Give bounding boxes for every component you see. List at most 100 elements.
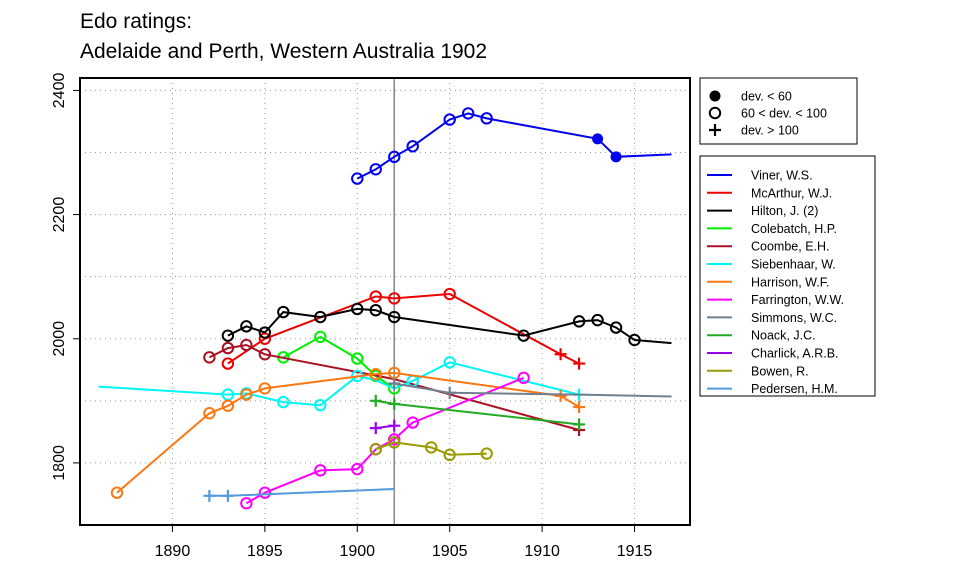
data-point-pedersen-h-m <box>221 489 234 502</box>
y-tick-label: 2000 <box>51 321 68 357</box>
series-hilton-j-2 <box>221 302 672 347</box>
axes: 1890 1895 1900 1905 1910 1915 1800 2000 2200 2400 <box>51 73 652 560</box>
data-point-coombe-e-h <box>221 341 235 355</box>
data-point-harrison-w-f <box>258 382 272 395</box>
series-legend-box <box>699 155 876 397</box>
data-point-farrington-w-w <box>258 486 272 499</box>
series-noack-j-c <box>369 394 586 431</box>
legend-label-charlick-a-r-b: Charlick, A.R.B. <box>751 347 839 361</box>
data-point-harrison-w-f <box>221 399 235 412</box>
data-point-noack-j-c <box>369 394 382 407</box>
data-point-farrington-w-w <box>314 464 327 477</box>
data-point-mcarthur-w-j <box>573 357 586 370</box>
data-point-harrison-w-f <box>203 407 216 420</box>
data-point-bowen-r <box>369 443 382 456</box>
series-line-pedersen-h-m <box>209 488 395 497</box>
series-line-farrington-w-w <box>245 376 524 505</box>
legend-label-farrington-w-w: Farrington, W.W. <box>751 293 844 307</box>
data-point-mcarthur-w-j <box>388 292 401 305</box>
data-point-siebenhaar-w <box>443 356 456 369</box>
chart-title-line-1: Edo ratings: <box>80 10 192 33</box>
series-mcarthur-w-j <box>221 287 586 370</box>
legend-label-harrison-w-f: Harrison, W.F. <box>751 275 830 289</box>
series-viner-w-s <box>351 107 672 185</box>
data-point-bowen-r <box>425 441 438 454</box>
legend-marker-circle <box>708 106 722 120</box>
series-charlick-a-r-b <box>369 419 401 435</box>
data-point-mcarthur-w-j <box>554 348 567 361</box>
legend-label-coombe-e-h: Coombe, E.H. <box>751 240 830 254</box>
data-point-hilton-j-2 <box>314 310 327 324</box>
legend-marker-plus <box>709 124 721 136</box>
data-point-coombe-e-h <box>240 338 253 352</box>
series-line-viner-w-s <box>356 112 672 180</box>
data-point-bowen-r <box>480 447 493 460</box>
series-colebatch-h-p <box>277 330 401 395</box>
data-point-viner-w-s <box>592 133 604 145</box>
y-tick-label: 2200 <box>51 197 68 233</box>
data-point-hilton-j-2 <box>369 303 382 317</box>
data-point-hilton-j-2 <box>572 315 586 328</box>
marker-legend-box <box>699 77 858 145</box>
data-point-hilton-j-2 <box>388 310 401 324</box>
legend-label-hilton-j-2: Hilton, J. (2) <box>751 204 818 218</box>
legend-label-viner-w-s: Viner, W.S. <box>751 169 813 183</box>
series-bowen-r <box>369 436 493 462</box>
legend-label-mcarthur-w-j: McArthur, W.J. <box>751 186 832 200</box>
data-point-noack-j-c <box>388 397 401 410</box>
data-point-viner-w-s <box>480 112 493 125</box>
series-line-hilton-j-2 <box>227 307 672 345</box>
y-tick-label: 2400 <box>51 73 68 109</box>
data-point-mcarthur-w-j <box>443 287 456 301</box>
data-point-hilton-j-2 <box>351 302 364 316</box>
series-group <box>98 107 672 510</box>
x-tick-label: 1905 <box>432 543 468 560</box>
data-point-bowen-r <box>388 436 401 449</box>
data-point-viner-w-s <box>388 150 401 164</box>
data-point-colebatch-h-p <box>351 352 364 365</box>
data-point-simmons-w-c <box>388 377 401 390</box>
data-point-colebatch-h-p <box>314 330 327 344</box>
legend-label-siebenhaar-w: Siebenhaar, W. <box>751 258 836 272</box>
series-harrison-w-f <box>110 366 586 499</box>
data-point-farrington-w-w <box>517 371 530 385</box>
legend-label-pedersen-h-m: Pedersen, H.M. <box>751 382 838 396</box>
data-point-hilton-j-2 <box>517 329 530 342</box>
data-point-hilton-j-2 <box>628 333 641 347</box>
data-point-harrison-w-f <box>369 367 382 381</box>
data-point-charlick-a-r-b <box>369 422 382 435</box>
legend-label-colebatch-h-p: Colebatch, H.P. <box>751 222 837 236</box>
chart-title-line-2: Adelaide and Perth, Western Australia 19… <box>80 40 487 63</box>
legend-label-bowen-r: Bowen, R. <box>751 364 809 378</box>
data-point-viner-w-s <box>369 163 382 176</box>
data-point-viner-w-s <box>461 107 475 120</box>
data-point-coombe-e-h <box>203 351 216 364</box>
marker-legend-label: 60 < dev. < 100 <box>741 107 827 121</box>
data-point-hilton-j-2 <box>240 320 253 333</box>
data-point-harrison-w-f <box>554 389 567 402</box>
series-line-coombe-e-h <box>208 343 580 431</box>
series-line-harrison-w-f <box>116 371 580 494</box>
x-tick-label: 1910 <box>524 543 560 560</box>
data-point-siebenhaar-w <box>277 395 290 409</box>
y-tick-label: 1800 <box>51 445 68 481</box>
data-point-noack-j-c <box>573 418 586 431</box>
data-point-harrison-w-f <box>240 388 253 401</box>
x-tick-label: 1890 <box>155 543 191 560</box>
data-point-viner-w-s <box>406 140 419 153</box>
marker-legend: dev. < 60 60 < dev. < 100 dev. > 100 <box>699 77 858 145</box>
grid <box>80 78 690 525</box>
x-tick-label: 1895 <box>247 543 283 560</box>
data-point-harrison-w-f <box>573 401 586 414</box>
x-tick-label: 1915 <box>617 543 653 560</box>
plot-frame <box>79 77 691 526</box>
data-point-hilton-j-2 <box>277 305 290 319</box>
data-point-viner-w-s <box>610 151 622 163</box>
marker-legend-label: dev. > 100 <box>741 124 799 138</box>
series-siebenhaar-w <box>98 356 586 412</box>
data-point-mcarthur-w-j <box>221 357 235 370</box>
data-point-hilton-j-2 <box>591 313 604 327</box>
data-point-mcarthur-w-j <box>369 290 382 303</box>
data-point-bowen-r <box>443 448 456 462</box>
